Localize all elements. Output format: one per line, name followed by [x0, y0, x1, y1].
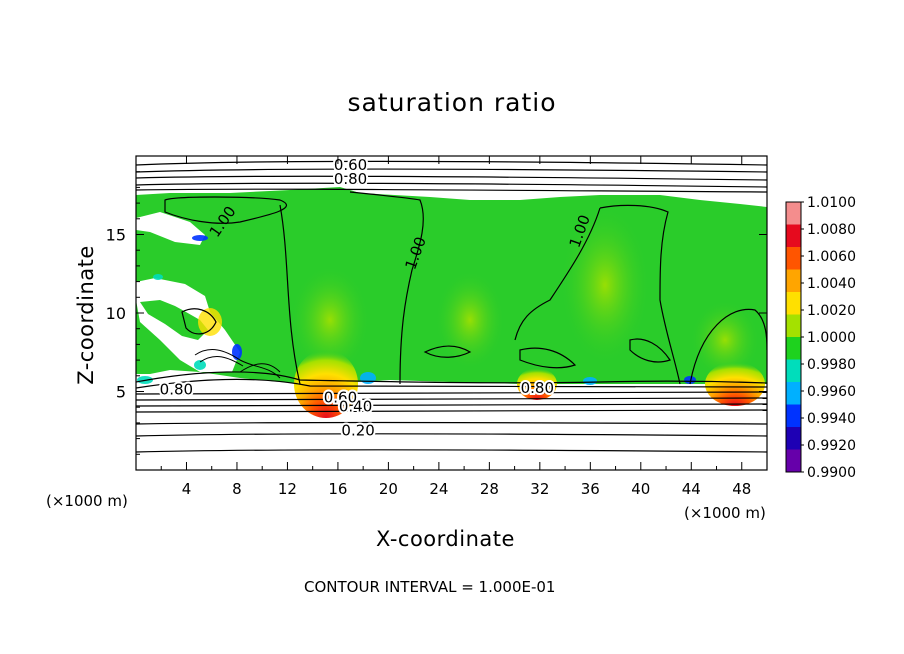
- contour-label: 0.40: [339, 398, 372, 416]
- contour-interval-note: CONTOUR INTERVAL = 1.000E-01: [304, 578, 556, 596]
- clear-patch-cloud-edge: [140, 300, 208, 340]
- colorbar-swatch: [786, 202, 801, 225]
- colorbar-label: 1.0060: [807, 249, 856, 265]
- colorbar-swatch: [786, 314, 801, 338]
- x-tick-label: 4: [182, 480, 192, 498]
- colorbar-label: 0.9920: [807, 438, 856, 454]
- colorbar-label: 1.0020: [807, 303, 856, 319]
- colorbar-label: 0.9980: [807, 357, 856, 373]
- colorbar-label: 1.0100: [807, 195, 856, 211]
- colorbar-swatch: [786, 269, 801, 293]
- contour-label: 0.60: [324, 388, 357, 406]
- chart-title: saturation ratio: [347, 88, 557, 117]
- x-tick-label: 32: [530, 480, 549, 498]
- colorbar-label: 1.0000: [807, 330, 856, 346]
- colorbar-swatch: [786, 382, 801, 405]
- colorbar-label: 0.9900: [807, 465, 856, 481]
- contour-label: 0.80: [160, 380, 193, 398]
- x-tick-label: 28: [480, 480, 499, 498]
- x-tick-label: 24: [429, 480, 448, 498]
- x-tick-label: 20: [379, 480, 398, 498]
- x-unit-label-right: (×1000 m): [684, 504, 766, 522]
- contour-label: 0.80: [334, 170, 367, 188]
- x-tick-label: 16: [328, 480, 347, 498]
- y-tick-label: 10: [106, 304, 126, 323]
- axis-ticks: [136, 156, 767, 470]
- contour-label: 0.60: [334, 156, 367, 174]
- clear-patch-upper-left: [136, 212, 205, 245]
- colorbar-swatch: [786, 247, 801, 270]
- warm-anomaly-3: [435, 270, 505, 370]
- colorbar: 1.0100 1.0080 1.0060 1.0040 1.0020 1.0000 0.99…: [785, 195, 856, 481]
- colorbar-label: 1.0040: [807, 276, 856, 292]
- saturation-field: [136, 156, 767, 470]
- colorbar-swatch: [786, 404, 801, 428]
- colorbar-label: 0.9940: [807, 411, 856, 427]
- x-tick-label: 44: [682, 480, 701, 498]
- contour-labels: 0.600.801.001.001.000.80 0.600.400.200.80: [158, 154, 594, 441]
- colorbar-swatch: [786, 337, 801, 360]
- colorbar-swatch: [786, 292, 801, 315]
- warm-anomaly-5: [198, 308, 222, 336]
- colorbar-swatch: [786, 224, 801, 248]
- hot-spot-3: [705, 362, 765, 406]
- colorbar-swatch: [786, 449, 801, 473]
- warm-anomaly-1: [290, 265, 370, 375]
- colorbar-label: 1.0080: [807, 222, 856, 238]
- y-tick-label: 5: [116, 383, 126, 402]
- hot-spot-1: [294, 350, 358, 418]
- x-tick-label: 12: [278, 480, 297, 498]
- colorbar-swatch: [786, 359, 801, 383]
- colorbar-swatch: [786, 427, 801, 450]
- x-axis-label: X-coordinate: [376, 527, 515, 551]
- contour-label: 0.80: [521, 379, 554, 397]
- hot-spot-2: [517, 368, 557, 400]
- contour-label: 0.20: [341, 421, 374, 439]
- x-tick-label: 36: [581, 480, 600, 498]
- x-tick-label: 8: [232, 480, 242, 498]
- x-unit-label-left: (×1000 m): [46, 492, 128, 510]
- x-tick-label: 48: [732, 480, 751, 498]
- x-tick-label: 40: [631, 480, 650, 498]
- warm-anomaly-4: [690, 300, 760, 380]
- y-tick-label: 15: [106, 226, 126, 245]
- colorbar-label: 0.9960: [807, 384, 856, 400]
- warm-anomaly-2: [560, 205, 650, 365]
